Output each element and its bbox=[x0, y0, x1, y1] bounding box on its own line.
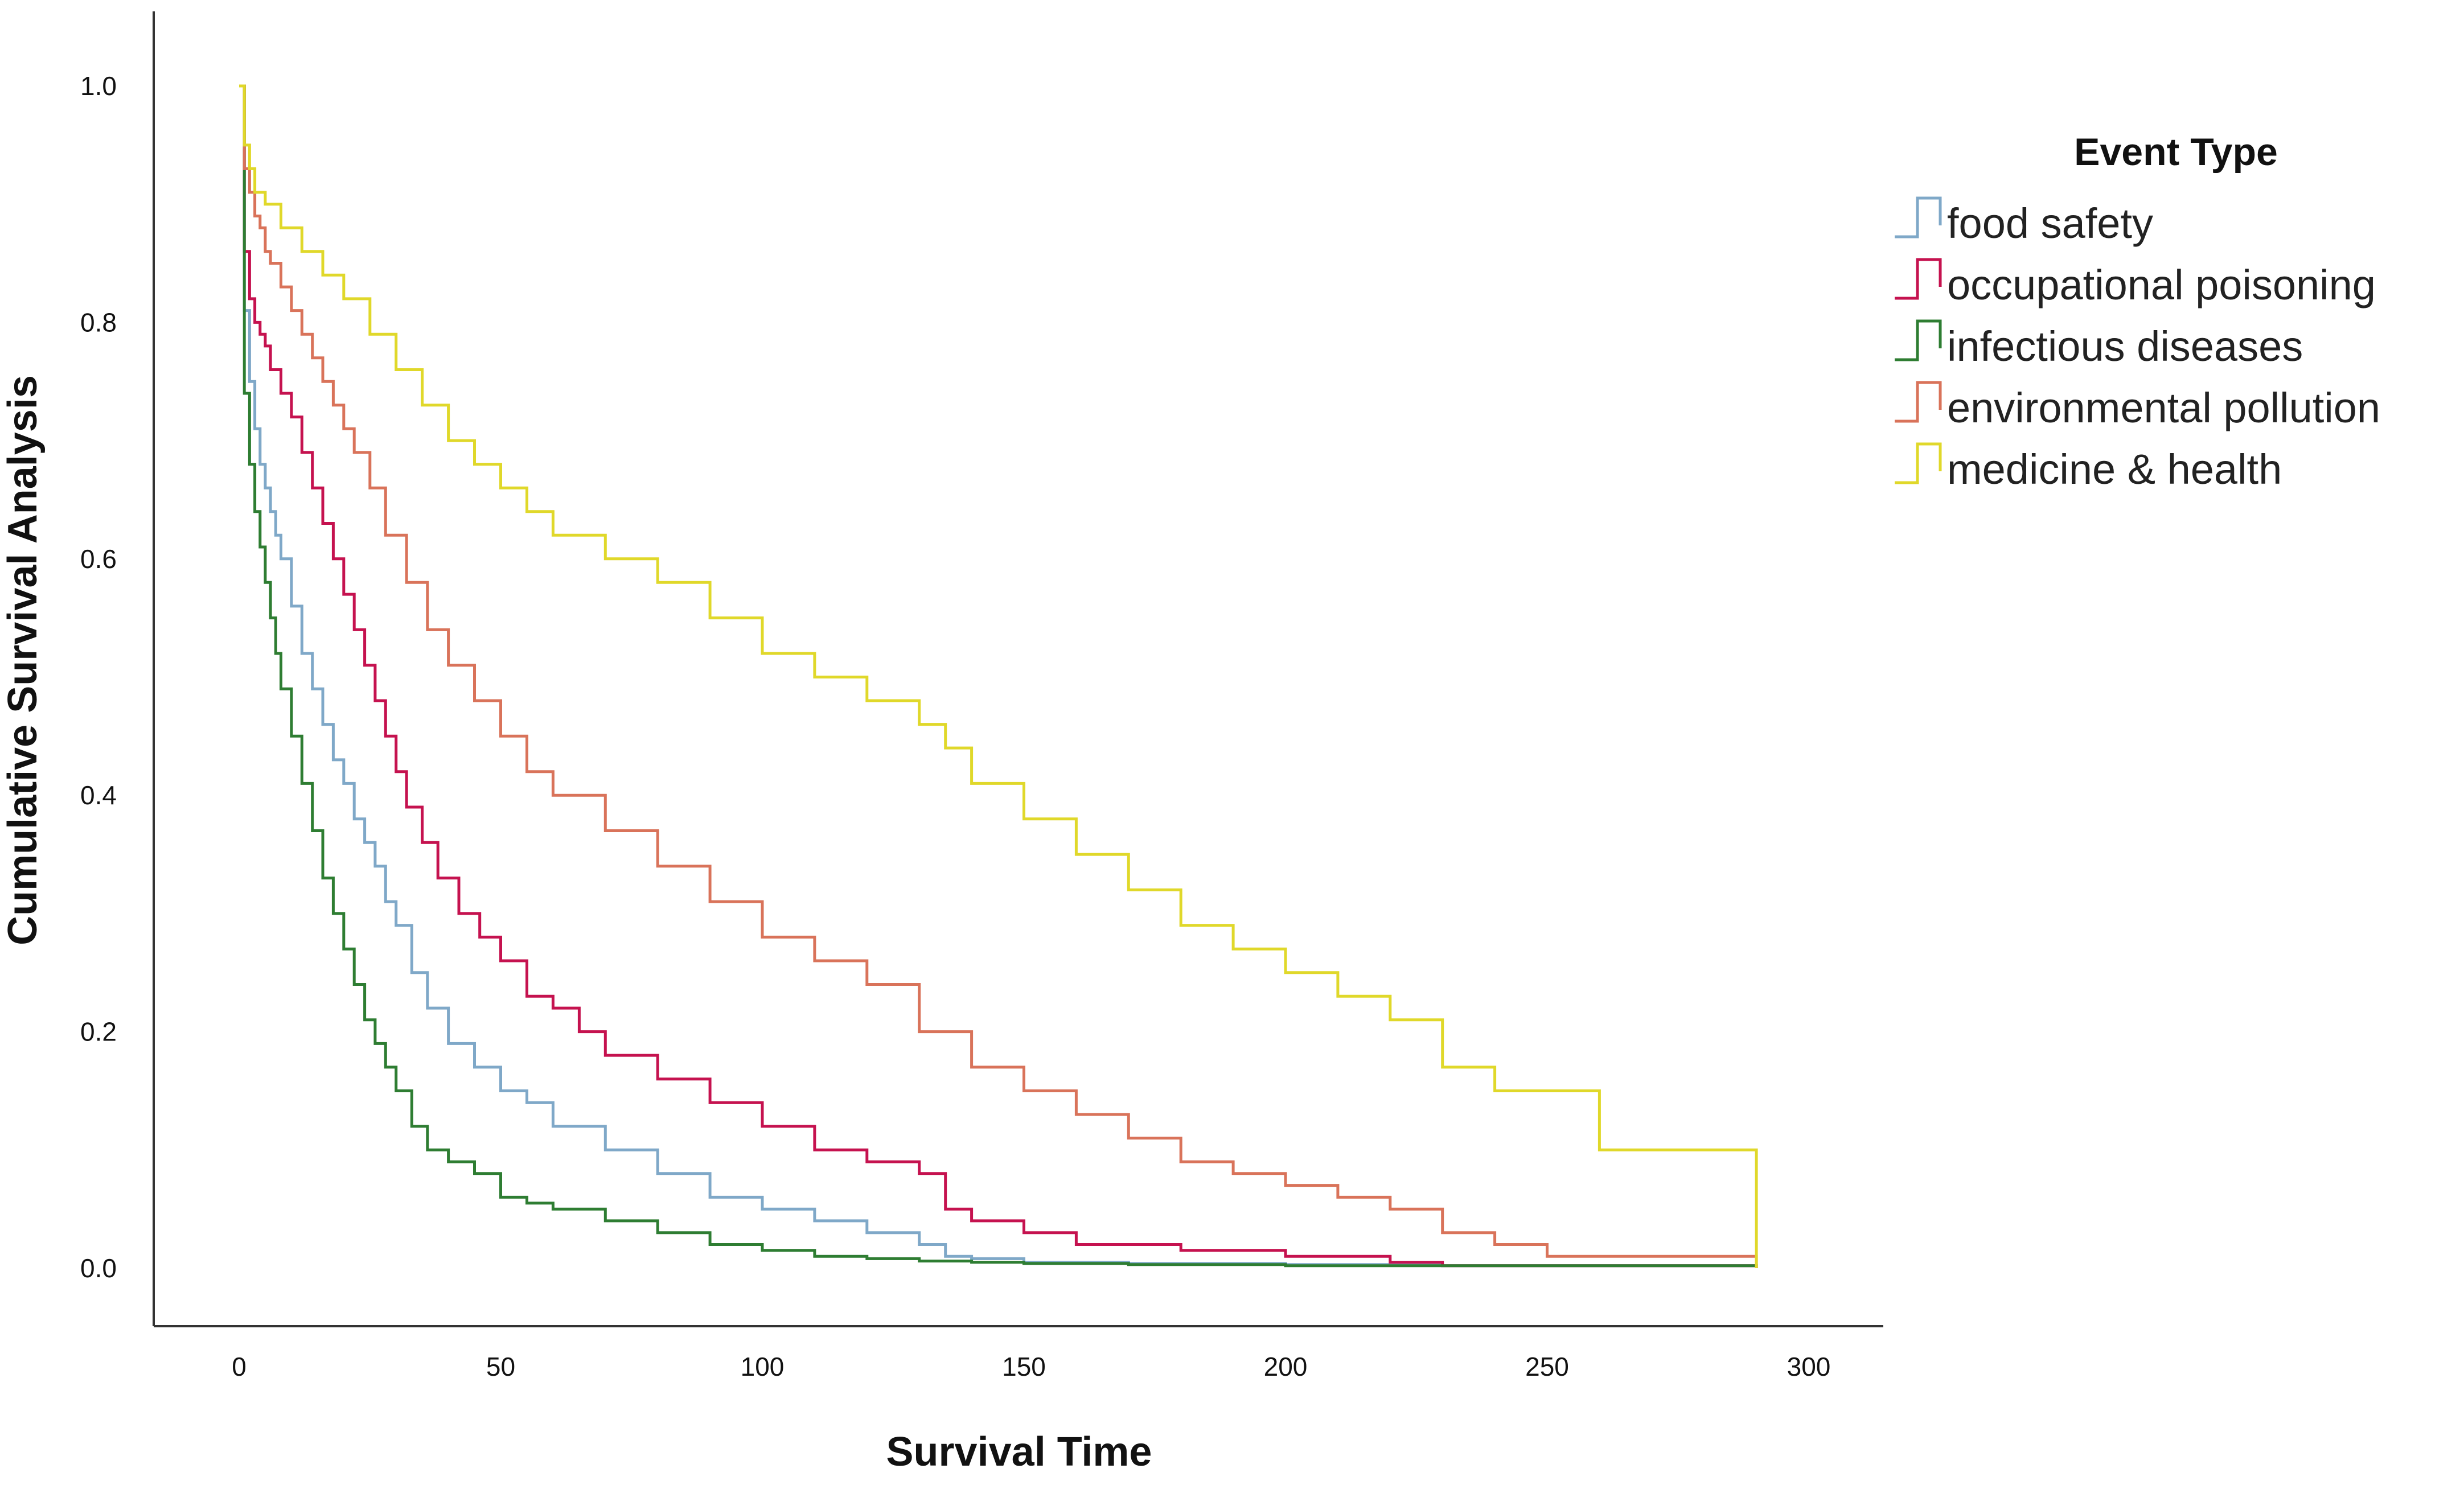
x-axis-title: Survival Time bbox=[886, 1429, 1152, 1475]
legend-label: environmental pollution bbox=[1947, 384, 2380, 431]
legend-swatch bbox=[1895, 319, 1942, 361]
x-tick-label: 150 bbox=[1002, 1352, 1046, 1381]
legend-swatch bbox=[1895, 442, 1942, 484]
series-line-food-safety bbox=[239, 84, 1758, 1268]
legend-title: Event Type bbox=[2074, 130, 2278, 174]
legend-label: infectious diseases bbox=[1947, 323, 2303, 370]
legend-swatch bbox=[1895, 258, 1942, 300]
axes bbox=[153, 11, 1883, 1327]
legend: Event Type food safety occupational poiso… bbox=[1895, 130, 2380, 493]
legend-label: occupational poisoning bbox=[1947, 261, 2376, 308]
y-tick-label: 0.4 bbox=[80, 780, 117, 810]
legend-swatch bbox=[1895, 381, 1942, 423]
legend-items: food safety occupational poisoning infecti… bbox=[1895, 196, 2380, 493]
y-tick-label: 0.8 bbox=[80, 307, 117, 337]
y-tick-label: 0.2 bbox=[80, 1017, 117, 1047]
y-tick-label: 1.0 bbox=[80, 71, 117, 101]
x-tick-label: 0 bbox=[232, 1352, 247, 1381]
x-tick-label: 250 bbox=[1525, 1352, 1569, 1381]
x-tick-label: 200 bbox=[1264, 1352, 1308, 1381]
y-tick-label: 0.0 bbox=[80, 1253, 117, 1283]
y-tick-label: 0.6 bbox=[80, 544, 117, 574]
ticks: 0 50 100 150 200 250 300 0.0 0.2 0.4 0.6 0.8 1.0 bbox=[80, 71, 1830, 1381]
legend-swatch bbox=[1895, 196, 1942, 238]
series-line-infectious-diseases bbox=[239, 84, 1758, 1268]
legend-label: food safety bbox=[1947, 200, 2153, 247]
x-tick-label: 50 bbox=[486, 1352, 515, 1381]
series-line-environmental-pollution bbox=[239, 84, 1758, 1268]
x-tick-label: 100 bbox=[741, 1352, 785, 1381]
series-line-occupational-poisoning bbox=[239, 84, 1758, 1268]
legend-label: medicine & health bbox=[1947, 446, 2282, 493]
plot-area bbox=[239, 84, 1758, 1268]
x-tick-label: 300 bbox=[1787, 1352, 1831, 1381]
series-line-medicine-health bbox=[239, 84, 1758, 1268]
y-axis-title: Cumulative Survival Analysis bbox=[0, 375, 46, 945]
